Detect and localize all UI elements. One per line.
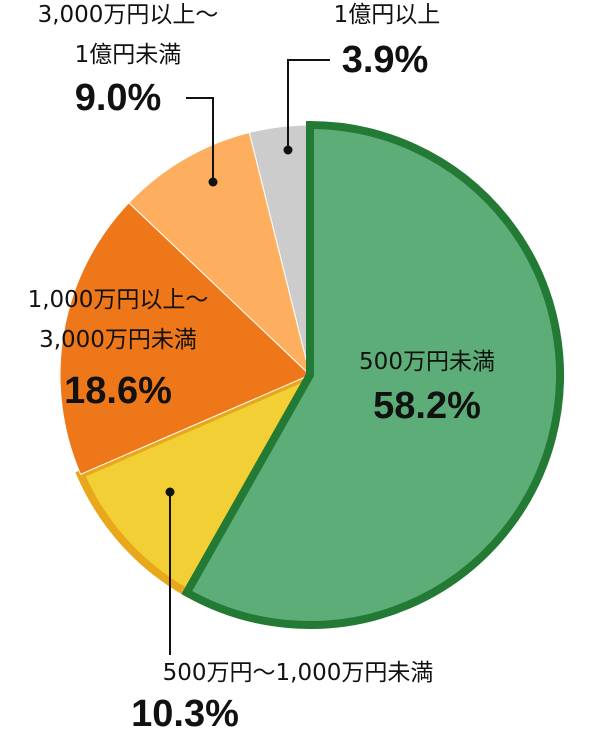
value-label: 18.6% <box>64 370 172 412</box>
leader-line <box>186 97 214 182</box>
pie-slice <box>75 366 320 598</box>
value-label: 3.9% <box>342 39 429 81</box>
pie-slice <box>59 202 311 475</box>
value-label: 10.3% <box>131 693 239 735</box>
category-label: 1億円以上 <box>334 2 441 28</box>
category-label: 500万円未満 <box>359 349 495 375</box>
value-label: 9.0% <box>75 77 162 119</box>
category-label: 1,000万円以上～ 3,000万円未満 <box>28 287 209 353</box>
leader-dot <box>165 487 175 497</box>
category-label: 3,000万円以上～ 1億円未満 <box>38 2 219 68</box>
leader-dot <box>283 145 293 155</box>
value-label: 58.2% <box>373 385 481 427</box>
leader-line <box>287 59 330 150</box>
pie-slice <box>181 120 564 629</box>
pie-slice <box>128 131 311 377</box>
category-label: 500万円～1,000万円未満 <box>163 660 434 686</box>
leader-dot <box>208 177 218 187</box>
